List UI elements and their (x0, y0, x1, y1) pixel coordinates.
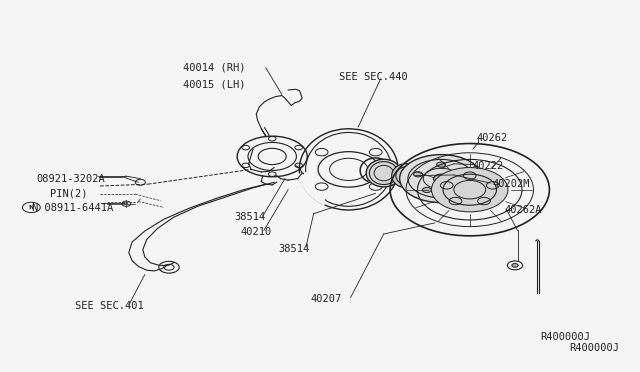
Ellipse shape (392, 164, 420, 187)
Text: 40014 (RH): 40014 (RH) (183, 63, 246, 73)
Text: 40262A: 40262A (505, 205, 542, 215)
Text: R400000J: R400000J (540, 332, 590, 342)
Circle shape (451, 187, 460, 193)
Circle shape (460, 172, 468, 177)
Text: 38514: 38514 (234, 212, 265, 222)
Text: N 08911-6441A: N 08911-6441A (32, 203, 113, 213)
Text: 40015 (LH): 40015 (LH) (183, 80, 246, 89)
Text: 08921-3202A: 08921-3202A (36, 174, 105, 184)
Text: 40262: 40262 (476, 133, 508, 143)
Circle shape (413, 172, 422, 177)
Text: PIN(2): PIN(2) (50, 188, 87, 198)
Circle shape (422, 187, 431, 193)
Circle shape (512, 263, 518, 267)
Text: SEE SEC.440: SEE SEC.440 (339, 72, 408, 82)
Text: 40202M: 40202M (492, 179, 529, 189)
Text: 40222: 40222 (473, 161, 504, 171)
Text: 40207: 40207 (310, 294, 342, 304)
Text: SEE SEC.401: SEE SEC.401 (75, 301, 143, 311)
Text: R400000J: R400000J (570, 343, 620, 353)
Circle shape (399, 155, 483, 203)
Circle shape (436, 162, 445, 167)
Ellipse shape (366, 159, 401, 187)
Text: 38514: 38514 (278, 244, 310, 254)
Text: N: N (29, 205, 34, 209)
Text: 40210: 40210 (241, 227, 271, 237)
Circle shape (433, 174, 449, 183)
Circle shape (431, 167, 508, 212)
